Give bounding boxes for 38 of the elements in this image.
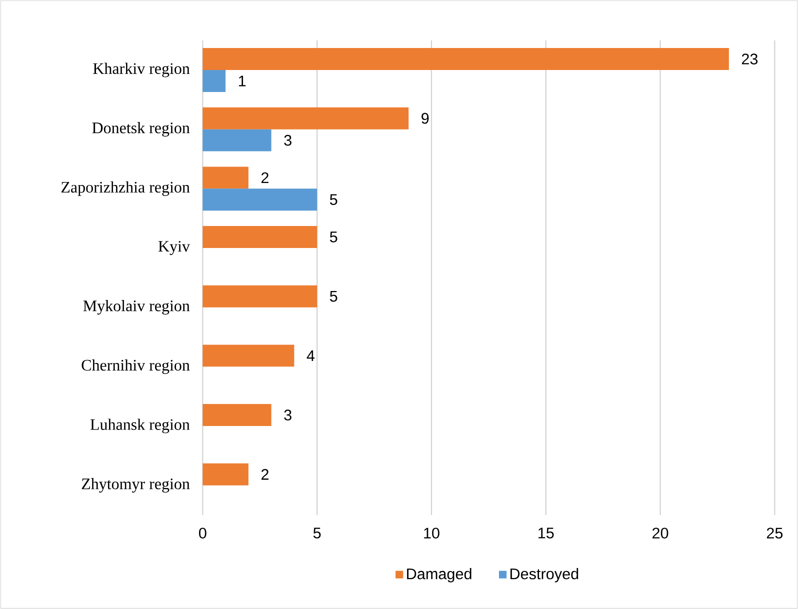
- data-label: 9: [422, 112, 429, 124]
- data-label: 2: [261, 172, 268, 184]
- bar: [202, 107, 409, 130]
- legend-label: Damaged: [407, 568, 472, 582]
- data-label: 5: [330, 232, 338, 242]
- data-label: 5: [330, 291, 338, 302]
- data-label: 3: [284, 410, 292, 420]
- bar: [202, 70, 226, 92]
- x-tick-label: 15: [538, 528, 554, 538]
- bar: [202, 226, 318, 248]
- legend-label: Destroyed: [510, 568, 578, 582]
- x-tick-label: 10: [424, 528, 440, 539]
- x-tick-label: 5: [313, 528, 321, 538]
- data-label: 5: [330, 194, 338, 205]
- y-tick-label: Kyiv: [158, 240, 190, 256]
- bar: [202, 285, 318, 308]
- x-tick-label: 0: [199, 528, 206, 539]
- y-tick-label: Luhansk region: [90, 418, 190, 434]
- y-tick-label: Mykolaiv region: [83, 300, 190, 315]
- y-tick-label: Zhytomyr region: [82, 478, 190, 493]
- bar: [202, 188, 318, 211]
- y-tick-label: Donetsk region: [92, 122, 190, 137]
- bar: [202, 344, 294, 367]
- data-label: 2: [261, 468, 268, 480]
- bar: [202, 129, 272, 152]
- data-label: 23: [742, 54, 758, 64]
- y-tick-label: Chernihiv region: [82, 359, 190, 374]
- y-tick-label: Zaporizhzhia region: [61, 181, 190, 196]
- x-tick-label: 25: [766, 528, 783, 539]
- bar: [202, 166, 248, 189]
- data-label: 3: [284, 134, 292, 146]
- x-tick-label: 20: [652, 528, 668, 539]
- bar: [202, 463, 248, 486]
- bar: [202, 404, 272, 426]
- y-tick-label: Kharkiv region: [93, 62, 190, 78]
- data-label: 4: [306, 350, 315, 361]
- bar: [202, 48, 729, 70]
- data-label: 1: [238, 76, 246, 86]
